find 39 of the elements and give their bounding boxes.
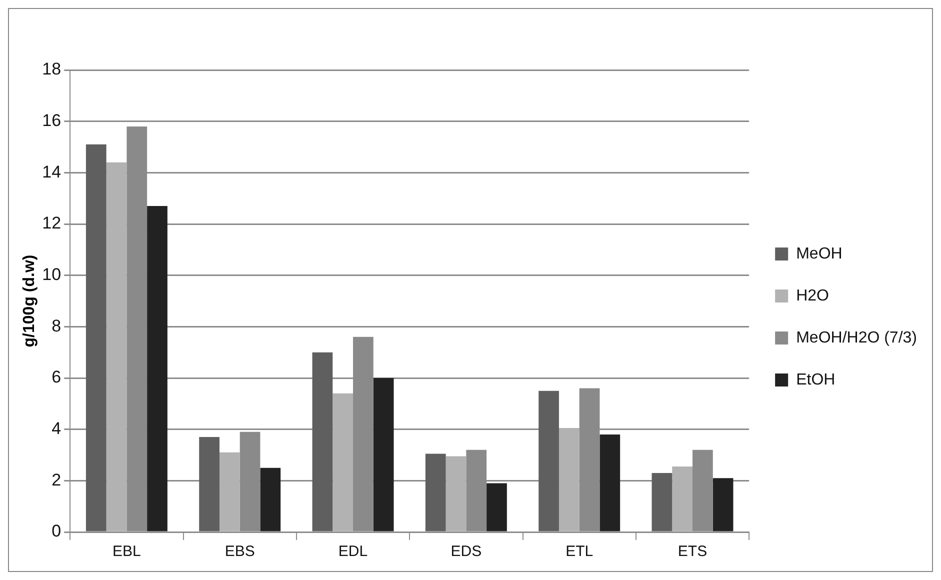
x-tick-label: EDS (450, 543, 482, 560)
bar (446, 456, 466, 532)
y-axis-title: g/100g (d.w) (21, 254, 38, 348)
legend-label: H2O (796, 287, 829, 304)
legend-label: EtOH (796, 371, 836, 388)
x-tick-label: ETL (566, 543, 594, 560)
bar (332, 393, 354, 532)
x-tick-label: EDL (338, 543, 368, 560)
bar (373, 378, 394, 532)
bar (538, 390, 559, 532)
bar (600, 434, 620, 532)
y-tick-label: 2 (52, 470, 62, 490)
y-tick-label: 10 (42, 265, 62, 284)
x-tick-label: EBL (112, 543, 141, 560)
bar (486, 483, 507, 532)
bar (312, 352, 333, 532)
x-tick-label: ETS (678, 543, 708, 560)
y-tick-label: 16 (42, 111, 62, 130)
y-tick-label: 8 (52, 316, 62, 336)
bar (425, 454, 446, 532)
bar (106, 162, 127, 532)
bar (86, 144, 106, 532)
bar (558, 428, 580, 532)
y-tick-label: 18 (42, 60, 62, 79)
bar (672, 466, 693, 532)
legend-label: MeOH (796, 245, 842, 262)
bar (712, 478, 734, 532)
bar (260, 468, 281, 532)
y-tick-label: 12 (42, 214, 62, 233)
y-tick-label: 14 (42, 162, 62, 182)
bar (219, 452, 240, 532)
y-tick-label: 0 (52, 522, 62, 541)
y-tick-label: 4 (52, 419, 62, 438)
y-tick-label: 6 (52, 368, 62, 387)
x-tick-label: EBS (224, 543, 255, 560)
bar (147, 206, 168, 532)
bar (199, 437, 220, 532)
legend-label: MeOH/H2O (7/3) (796, 329, 918, 346)
bar (652, 472, 672, 532)
